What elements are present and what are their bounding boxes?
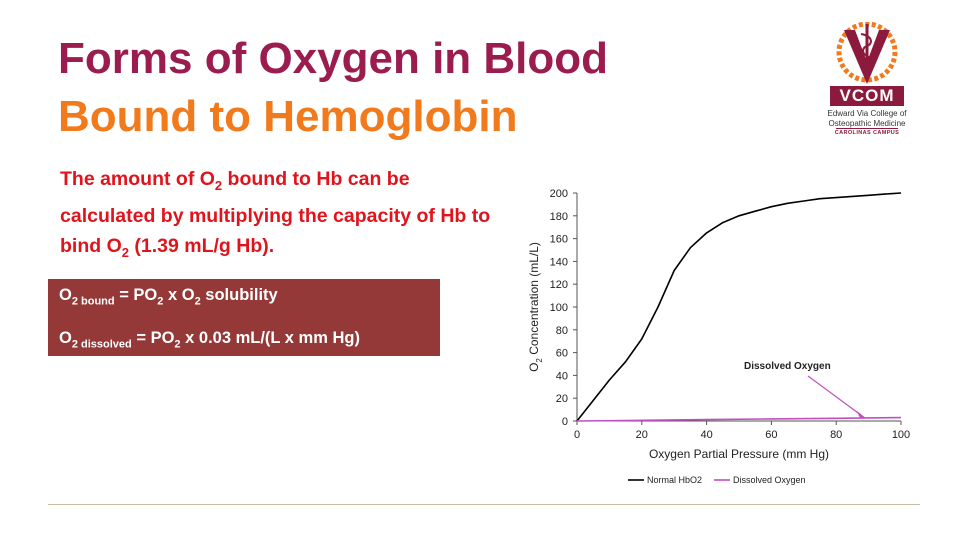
oxygen-chart: 0 20 40 60 80 100 120 140 160 180 200 0 20 40 60 80 100 O… — [527, 188, 910, 485]
y-tick-label: 40 — [556, 370, 568, 382]
logo-campus: CAROLINAS CAMPUS — [834, 130, 900, 136]
y-tick-label: 140 — [550, 256, 568, 268]
y-tick-label: 0 — [562, 416, 568, 428]
formula-bound: O2 bound = PO2 x O2 solubility — [59, 286, 278, 308]
bottom-divider — [48, 504, 920, 505]
logo-divider — [836, 128, 898, 129]
x-axis-label: Oxygen Partial Pressure (mm Hg) — [649, 447, 829, 461]
series-line-0 — [576, 192, 902, 422]
y-tick-label: 80 — [556, 325, 568, 337]
formula-box: O2 bound = PO2 x O2 solubility O2 dissol… — [48, 279, 440, 356]
x-tick-label: 80 — [830, 429, 842, 441]
annotation-label: Dissolved Oxygen — [744, 361, 831, 372]
y-tick-label: 20 — [556, 393, 568, 405]
slide-title-line1: Forms of Oxygen in Blood — [58, 34, 609, 83]
y-axis-label: O2 Concentration (mL/L) — [527, 242, 544, 372]
vcom-logo: VCOM Edward Via College of Osteopathic Me… — [826, 22, 908, 140]
x-tick-label: 100 — [892, 429, 910, 441]
legend-label-1: Dissolved Oxygen — [733, 475, 806, 485]
y-tick-label: 100 — [550, 302, 568, 314]
description-text: The amount of O2 bound to Hb can be calc… — [60, 168, 491, 260]
logo-emblem-icon — [836, 22, 898, 84]
x-tick-label: 60 — [765, 429, 777, 441]
slide-title-line2: Bound to Hemoglobin — [58, 92, 518, 141]
x-tick-label: 0 — [574, 429, 580, 441]
y-tick-label: 120 — [550, 279, 568, 291]
annotation-arrow — [807, 375, 861, 416]
logo-college-name: Edward Via College of Osteopathic Medicin… — [827, 109, 907, 128]
logo-name: VCOM — [830, 86, 904, 106]
y-tick-label: 160 — [550, 234, 568, 246]
y-tick-label: 60 — [556, 348, 568, 360]
x-tick-label: 20 — [636, 429, 648, 441]
annotation-arrowhead — [856, 410, 866, 419]
x-tick-label: 40 — [700, 429, 712, 441]
series-line-1 — [576, 416, 902, 422]
y-tick-label: 180 — [550, 211, 568, 223]
y-tick-label: 200 — [550, 188, 568, 200]
formula-dissolved: O2 dissolved = PO2 x 0.03 mL/(L x mm Hg) — [59, 329, 360, 351]
legend-label-0: Normal HbO2 — [647, 475, 702, 485]
